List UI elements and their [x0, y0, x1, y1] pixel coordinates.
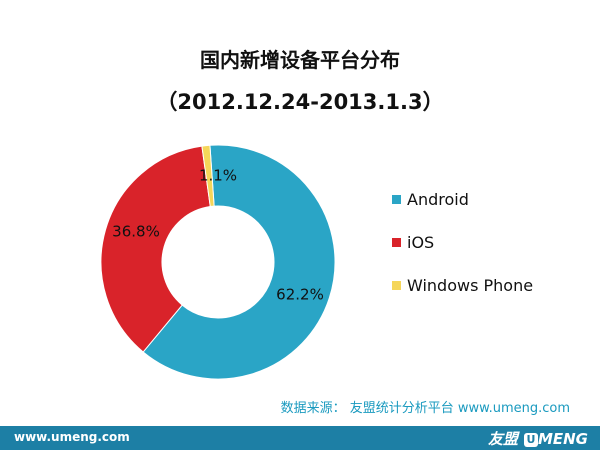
data-label-ios: 36.8%: [112, 223, 160, 241]
legend-item-ios: iOS: [392, 233, 434, 253]
legend-swatch-windows-phone: [392, 281, 401, 290]
footer-url-link[interactable]: www.umeng.com: [14, 430, 130, 444]
legend-swatch-ios: [392, 238, 401, 247]
data-label-windows-phone: 1.1%: [199, 167, 237, 185]
legend-label-ios: iOS: [407, 233, 435, 252]
legend-label-android: Android: [407, 190, 469, 209]
logo-u-icon: U: [523, 433, 538, 447]
legend-item-android: Android: [392, 190, 469, 210]
legend-swatch-android: [392, 195, 401, 204]
legend-label-windows-phone: Windows Phone: [407, 276, 534, 295]
footer-bar: www.umeng.com 友盟 U MENG: [0, 426, 600, 450]
slice-windows-phone: [201, 144, 215, 208]
chart-title: 国内新增设备平台分布: [200, 48, 400, 72]
logo-en-text: MENG: [537, 430, 588, 448]
data-source-note: 数据来源： 友盟统计分析平台 www.umeng.com: [280, 401, 570, 416]
slice-android: [142, 144, 336, 380]
data-label-android: 62.2%: [276, 286, 324, 304]
umeng-logo: 友盟 U MENG: [488, 428, 588, 449]
logo-cn-text: 友盟: [487, 430, 518, 448]
chart-subtitle: （2012.12.24-2013.1.3）: [156, 90, 444, 114]
legend-item-windows-phone: Windows Phone: [392, 276, 533, 296]
slice-ios: [100, 145, 211, 353]
